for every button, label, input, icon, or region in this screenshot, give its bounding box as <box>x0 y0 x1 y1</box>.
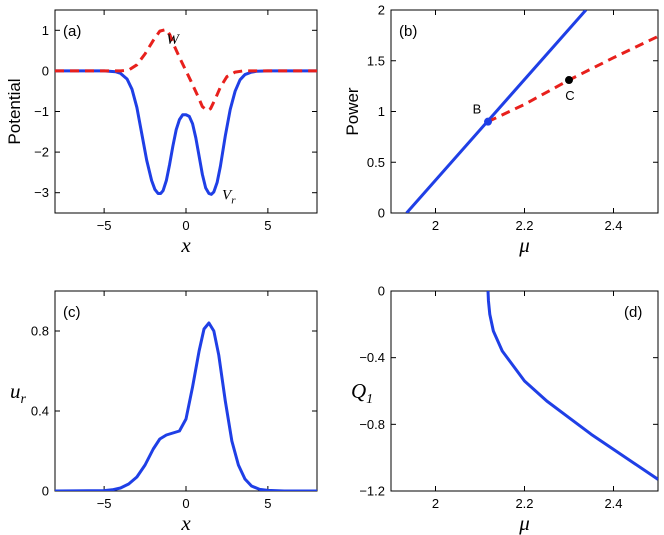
y-tick-label: 0 <box>42 484 49 499</box>
y-axis-label: ur <box>10 379 27 407</box>
x-axis-label: μ <box>518 511 530 535</box>
y-axis-label: Q1 <box>351 379 373 407</box>
x-tick-label: 5 <box>264 218 271 233</box>
y-tick-label: 1 <box>378 104 385 119</box>
panel-label: (d) <box>624 304 642 321</box>
series-line-v-r <box>55 69 317 196</box>
point-c <box>565 76 573 85</box>
x-tick-label: 2.2 <box>515 496 533 511</box>
panel-d: 2 2.2 2.4 0 −0.4 −0.8 −1.2 (d) μ Q1 <box>351 284 659 535</box>
y-tick-label: 0.5 <box>367 155 385 170</box>
y-tick-label: 0.8 <box>31 324 49 339</box>
y-tick-label: −0.8 <box>359 417 385 432</box>
y-axis-label: Potential <box>5 78 24 144</box>
x-tick-label: 2.2 <box>515 218 533 233</box>
panel-label: (b) <box>399 23 417 40</box>
panel-label: (c) <box>63 304 81 321</box>
y-tick-label: 1.5 <box>367 53 385 68</box>
y-tick-label: −1 <box>34 104 49 119</box>
series-line-dashed-branch <box>487 35 658 124</box>
y-tick-label: 0.4 <box>31 404 49 419</box>
y-tick-label: 2 <box>378 3 385 18</box>
panel-c: −5 0 5 0.8 0.4 0 (c) x ur <box>10 290 318 535</box>
point-b <box>484 117 493 126</box>
plot-frame <box>54 290 318 492</box>
y-tick-label: −0.4 <box>359 350 385 365</box>
panel-b: 2 2.2 2.4 2 1.5 1 0.5 0 B C (b) μ Power <box>343 3 659 257</box>
curve-annotation: Vr <box>222 188 236 207</box>
y-tick-label: 0 <box>42 63 49 78</box>
x-axis-label: x <box>180 511 191 535</box>
y-axis-label: Power <box>343 87 362 136</box>
x-axis-label: x <box>180 233 191 257</box>
series-line-w <box>55 27 317 113</box>
x-axis-label: μ <box>518 233 530 257</box>
y-tick-label: 0 <box>378 206 385 221</box>
curve-annotation: W <box>166 32 180 48</box>
series-line-q-1 <box>486 291 658 481</box>
x-tick-label: 2 <box>432 496 439 511</box>
plot-frame <box>54 9 318 214</box>
x-tick-label: 2.4 <box>604 218 622 233</box>
y-tick-label: −2 <box>34 145 49 160</box>
x-tick-label: 0 <box>182 218 189 233</box>
x-tick-label: 0 <box>182 496 189 511</box>
x-tick-label: 5 <box>264 496 271 511</box>
x-tick-label: 2 <box>432 218 439 233</box>
y-tick-label: 1 <box>42 23 49 38</box>
x-tick-label: 2.4 <box>604 496 622 511</box>
x-tick-label: −5 <box>97 218 112 233</box>
panel-label: (a) <box>63 23 81 40</box>
point-label-b: B <box>473 102 482 117</box>
y-tick-label: −3 <box>34 185 49 200</box>
plot-frame <box>390 290 659 492</box>
point-label-c: C <box>565 88 574 103</box>
series-line-u-r <box>55 321 317 491</box>
y-tick-label: −1.2 <box>359 484 385 499</box>
plot-frame <box>390 9 659 214</box>
series-line-solid-branch <box>405 10 588 213</box>
x-tick-label: −5 <box>97 496 112 511</box>
y-tick-label: 0 <box>378 284 385 299</box>
